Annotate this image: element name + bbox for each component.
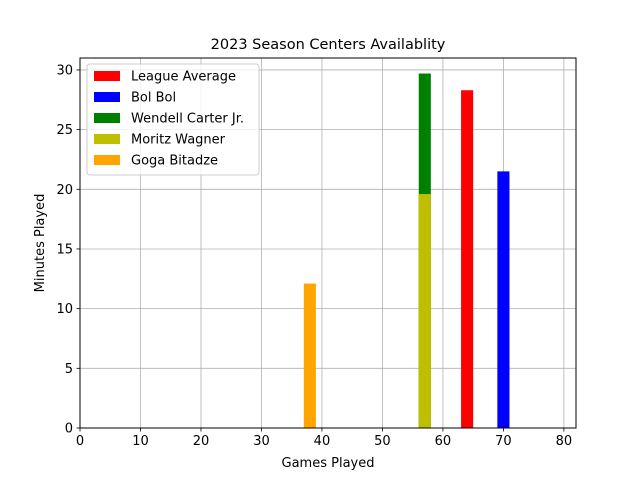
- x-axis-label: Games Played: [282, 456, 375, 471]
- y-axis-label: Minutes Played: [33, 194, 48, 293]
- legend-box: [86, 63, 260, 176]
- bars: [303, 73, 510, 429]
- y-axis-ticks: 0 5 10 15 20 25 30: [56, 63, 80, 437]
- bar-moritz-wagner: [418, 194, 431, 428]
- legend-label: Goga Bitadze: [131, 154, 218, 169]
- plot-frame: [79, 57, 577, 429]
- y-tick-label: 5: [65, 362, 73, 377]
- y-tick-label: 20: [56, 183, 73, 198]
- x-tick-label: 0: [76, 434, 84, 449]
- x-tick-label: 60: [435, 434, 452, 449]
- bar-league-average: [461, 90, 474, 429]
- bar-goga-bitadze: [303, 283, 316, 428]
- legend-label: Wendell Carter Jr.: [131, 112, 244, 127]
- legend-label: League Average: [131, 70, 236, 85]
- legend-swatch: [94, 155, 120, 165]
- x-tick-label: 50: [374, 434, 391, 449]
- y-tick-label: 10: [56, 302, 73, 317]
- x-tick-label: 40: [314, 434, 331, 449]
- bar-bol-bol: [497, 171, 510, 429]
- legend-swatch: [94, 71, 120, 81]
- x-tick-label: 80: [556, 434, 573, 449]
- legend-swatch: [94, 92, 120, 102]
- y-tick-label: 0: [65, 422, 73, 437]
- y-tick-label: 15: [56, 242, 73, 257]
- x-tick-label: 10: [132, 434, 149, 449]
- legend: League Average Bol Bol Wendell Carter Jr. M…: [86, 63, 260, 176]
- chart-title: 2023 Season Centers Availablity: [211, 37, 446, 53]
- legend-swatch: [94, 113, 120, 123]
- legend-swatch: [94, 134, 120, 144]
- x-tick-label: 20: [193, 434, 210, 449]
- legend-label: Moritz Wagner: [131, 133, 226, 148]
- x-axis-ticks: 0 10 20 30 40 50 60 70 80: [76, 428, 572, 449]
- y-tick-label: 30: [56, 63, 73, 78]
- x-tick-label: 70: [495, 434, 512, 449]
- legend-label: Bol Bol: [131, 91, 176, 106]
- y-tick-label: 25: [56, 123, 73, 138]
- x-tick-label: 30: [253, 434, 270, 449]
